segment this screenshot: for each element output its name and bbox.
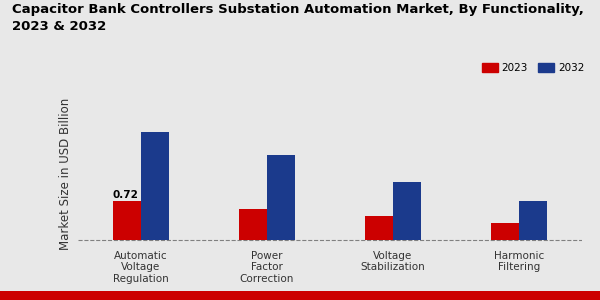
Bar xyxy=(393,182,421,241)
Y-axis label: Market Size in USD Billion: Market Size in USD Billion xyxy=(59,98,73,250)
Text: Capacitor Bank Controllers Substation Automation Market, By Functionality,
2023 : Capacitor Bank Controllers Substation Au… xyxy=(12,3,584,33)
Text: 0.72: 0.72 xyxy=(112,190,138,200)
Bar xyxy=(365,216,393,241)
Bar xyxy=(491,223,519,241)
Bar xyxy=(267,154,295,241)
Bar xyxy=(239,209,267,241)
Legend: 2023, 2032: 2023, 2032 xyxy=(478,59,589,77)
Bar xyxy=(141,133,169,241)
Bar xyxy=(519,201,547,241)
Bar xyxy=(113,201,141,241)
